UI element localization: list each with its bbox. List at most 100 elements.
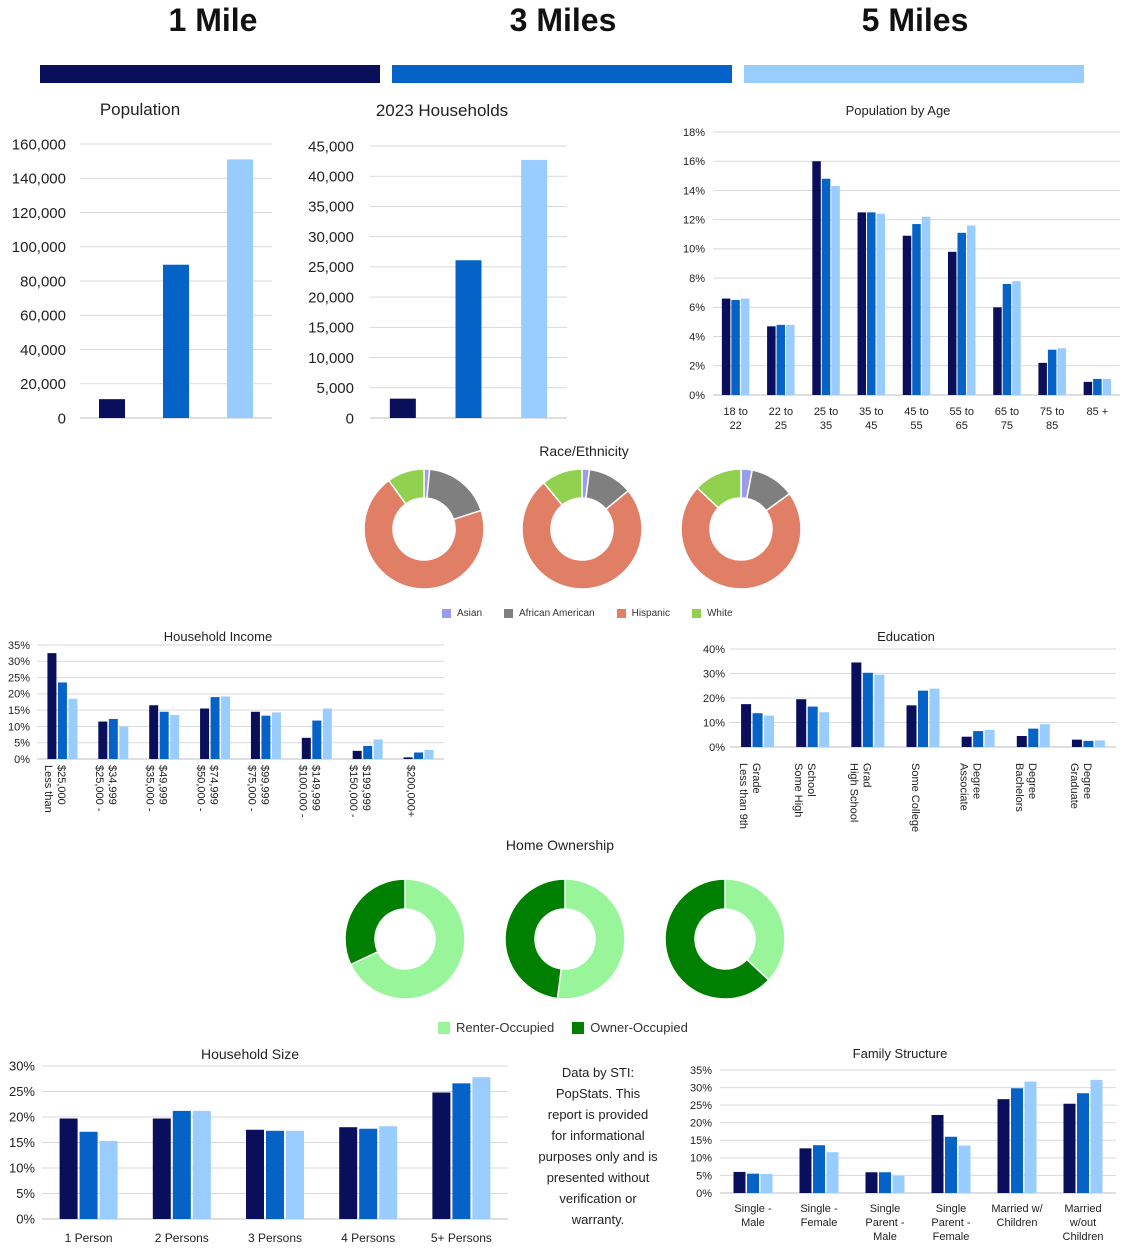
bar <box>1102 378 1112 395</box>
y-tick-label: 16% <box>683 156 705 168</box>
donut-slice <box>556 878 626 1000</box>
age-title: Population by Age <box>846 103 951 118</box>
bar <box>59 1118 78 1219</box>
bar <box>152 1118 171 1219</box>
radius-3-miles-heading: 3 Miles <box>509 2 617 38</box>
bar <box>786 324 795 395</box>
ownership-legend: Renter-Occupied Owner-Occupied <box>438 1020 688 1035</box>
bar <box>733 1171 746 1193</box>
data-source-note: Data by STI: PopStats. This report is pr… <box>528 1062 668 1230</box>
race-legend: Asian African American Hispanic White <box>442 608 733 619</box>
x-tick-label: Married w/out Children <box>1063 1203 1104 1243</box>
y-tick-label: 10,000 <box>308 350 354 367</box>
bar <box>807 706 818 747</box>
x-tick-label: 25 to 35 <box>814 406 838 432</box>
bar <box>1024 1081 1037 1193</box>
bar <box>945 1136 957 1193</box>
donut-slice <box>542 468 583 507</box>
y-tick-label: 0% <box>709 742 725 754</box>
x-tick-label: 18 to 22 <box>723 406 747 432</box>
y-tick-label: 160,000 <box>12 136 66 153</box>
x-tick-label: Less than 9thGrade <box>737 763 762 829</box>
y-tick-label: 35,000 <box>308 199 354 216</box>
y-tick-label: 20% <box>8 689 30 701</box>
y-tick-label: 5% <box>16 1186 35 1201</box>
bar <box>879 1172 891 1193</box>
bar <box>721 298 731 395</box>
y-tick-label: 30% <box>703 668 725 680</box>
bar <box>210 697 220 759</box>
bar <box>1012 281 1021 395</box>
bar <box>227 159 253 418</box>
bar <box>1063 1103 1076 1193</box>
white-swatch <box>691 609 701 618</box>
x-tick-label: 55 to 65 <box>949 406 973 432</box>
y-tick-label: 2% <box>689 361 705 373</box>
y-tick-label: 30% <box>690 1082 712 1094</box>
y-tick-label: 10% <box>683 244 705 256</box>
bar <box>826 1152 839 1193</box>
ownership-title: Home Ownership <box>506 837 614 853</box>
x-tick-label: High SchoolGrad <box>847 763 872 822</box>
bar <box>747 1173 759 1193</box>
bar <box>1011 1088 1023 1193</box>
asian-swatch <box>442 609 451 618</box>
family-svg: Family Structure 0% 5% 10% 15% 20% 25% 30% 35% Si… <box>690 1046 1116 1243</box>
bar <box>119 726 129 759</box>
bar <box>867 212 876 395</box>
bar <box>108 718 118 759</box>
bar <box>876 213 886 395</box>
y-tick-label: 5% <box>14 738 30 750</box>
y-tick-label: 40% <box>703 644 725 656</box>
bar <box>414 752 424 759</box>
bar <box>1002 283 1012 395</box>
bar <box>1077 1093 1089 1193</box>
y-tick-label: 5% <box>696 1170 712 1182</box>
bar <box>359 1128 378 1219</box>
bar <box>339 1127 358 1219</box>
y-tick-label: 10% <box>8 721 30 733</box>
race-title: Race/Ethnicity <box>539 443 628 459</box>
bar <box>172 1110 191 1219</box>
radius-5-color-strip <box>744 65 1084 83</box>
bar <box>363 745 373 759</box>
x-tick-label: 65 to 75 <box>995 406 1019 432</box>
legend-item-renter: Renter-Occupied <box>438 1020 554 1035</box>
y-tick-label: 0 <box>346 410 354 427</box>
bar <box>947 251 957 395</box>
bar <box>1016 735 1027 747</box>
bar <box>149 705 159 759</box>
donut-slice <box>680 486 802 590</box>
y-tick-label: 14% <box>683 185 705 197</box>
note-line: for informational <box>551 1128 645 1143</box>
y-tick-label: 4% <box>689 331 705 343</box>
bar <box>776 324 786 395</box>
note-line: Data by STI: <box>561 1065 635 1080</box>
y-tick-label: 0% <box>16 1212 35 1227</box>
bar <box>984 729 995 747</box>
bar <box>912 224 921 395</box>
x-tick-label: $25,000 -$34,999 <box>93 765 118 812</box>
y-tick-label: 15,000 <box>308 320 354 337</box>
y-tick-label: 25% <box>8 672 30 684</box>
x-tick-label: 75 to 85 <box>1040 406 1064 432</box>
y-tick-label: 40,000 <box>20 342 66 359</box>
legend-label-renter: Renter-Occupied <box>456 1020 555 1035</box>
hispanic-swatch <box>616 609 626 618</box>
legend-item-hispanic: Hispanic <box>616 608 670 619</box>
bar <box>961 736 972 747</box>
bar <box>271 712 281 759</box>
y-tick-label: 20,000 <box>20 376 66 393</box>
x-tick-label: Some HighSchool <box>792 763 817 817</box>
x-tick-label: $75,000 -$99,999 <box>245 765 270 812</box>
bar <box>740 298 750 395</box>
y-tick-label: 0% <box>14 754 30 766</box>
x-tick-label: $35,000 -$49,999 <box>144 765 169 812</box>
bar <box>752 713 763 747</box>
x-tick-label: Less than$25,000 <box>42 765 67 813</box>
race-svg: Race/Ethnicity <box>363 443 802 590</box>
bar <box>1090 1079 1103 1193</box>
x-tick-label: $50,000 -$74,999 <box>195 765 220 812</box>
bar <box>57 682 67 759</box>
bar <box>170 715 180 759</box>
